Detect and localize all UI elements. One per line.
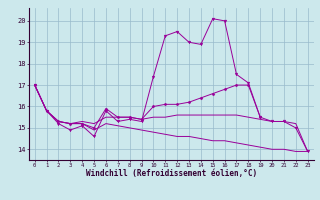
X-axis label: Windchill (Refroidissement éolien,°C): Windchill (Refroidissement éolien,°C) [86, 169, 257, 178]
